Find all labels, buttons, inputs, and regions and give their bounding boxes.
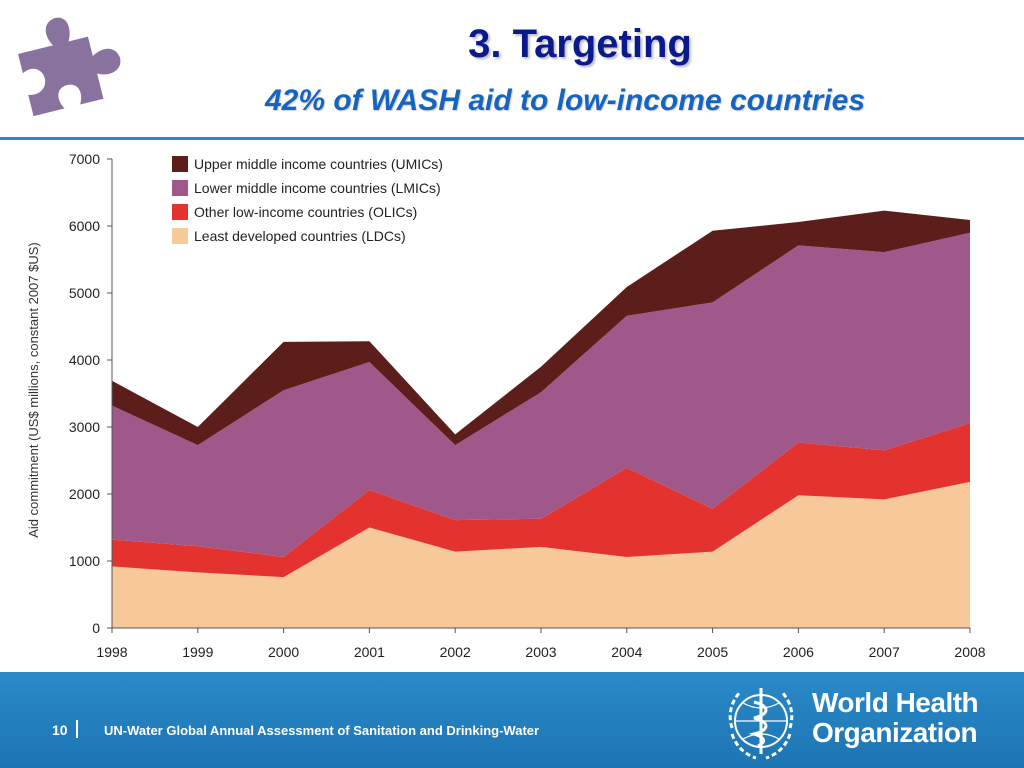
legend-label: Least developed countries (LDCs) xyxy=(194,228,406,244)
area-series-0 xyxy=(112,481,970,628)
x-tick-label: 1999 xyxy=(182,644,213,660)
y-tick-label: 5000 xyxy=(69,285,100,301)
x-tick-label: 2006 xyxy=(783,644,814,660)
footer-bar: 10 UN-Water Global Annual Assessment of … xyxy=(0,672,1024,768)
stacked-area-chart: 0 1000 2000 3000 4000 5000 6000 7000 1998 1999 200… xyxy=(26,151,986,660)
x-tick-label: 1998 xyxy=(96,644,127,660)
legend-swatch xyxy=(172,204,188,220)
legend-label: Lower middle income countries (LMICs) xyxy=(194,180,441,196)
legend-label: Other low-income countries (OLICs) xyxy=(194,204,417,220)
y-axis-label: Aid commitment (US$ millions, constant 2… xyxy=(26,242,41,538)
who-emblem-icon xyxy=(728,688,794,760)
x-tick-label: 2007 xyxy=(869,644,900,660)
y-tick-label: 3000 xyxy=(69,419,100,435)
chart-legend: Upper middle income countries (UMICs) Low… xyxy=(172,156,443,244)
y-tick-label: 1000 xyxy=(69,553,100,569)
chart-areas xyxy=(112,210,970,628)
legend-swatch xyxy=(172,156,188,172)
y-tick-label: 2000 xyxy=(69,486,100,502)
slide-subtitle: 42% of WASH aid to low-income countries xyxy=(264,84,866,117)
x-tick-label: 2004 xyxy=(611,644,642,660)
x-tick-label: 2001 xyxy=(354,644,385,660)
x-tick-label: 2000 xyxy=(268,644,299,660)
x-tick-label: 2003 xyxy=(525,644,556,660)
x-tick-label: 2008 xyxy=(954,644,985,660)
y-tick-label: 4000 xyxy=(69,352,100,368)
title-divider xyxy=(0,137,1024,140)
area-series-3 xyxy=(112,210,970,446)
slide-title: 3. Targeting xyxy=(468,22,692,66)
y-tick-label: 0 xyxy=(92,620,100,636)
who-wordmark: World Health Organization xyxy=(812,687,979,748)
who-name-line2: Organization xyxy=(812,717,978,748)
chart-axes: 0 1000 2000 3000 4000 5000 6000 7000 1998 1999 200… xyxy=(69,151,986,660)
footer-caption: UN-Water Global Annual Assessment of San… xyxy=(104,723,540,738)
legend-swatch xyxy=(172,228,188,244)
legend-label: Upper middle income countries (UMICs) xyxy=(194,156,443,172)
page-number: 10 xyxy=(52,722,68,738)
x-tick-label: 2005 xyxy=(697,644,728,660)
area-series-1 xyxy=(112,423,970,578)
y-tick-label: 6000 xyxy=(69,218,100,234)
x-tick-label: 2002 xyxy=(440,644,471,660)
area-series-2 xyxy=(112,232,970,557)
y-tick-label: 7000 xyxy=(69,151,100,167)
puzzle-piece-icon xyxy=(18,17,121,117)
page-separator xyxy=(76,720,78,738)
who-name-line1: World Health xyxy=(812,687,979,718)
legend-swatch xyxy=(172,180,188,196)
